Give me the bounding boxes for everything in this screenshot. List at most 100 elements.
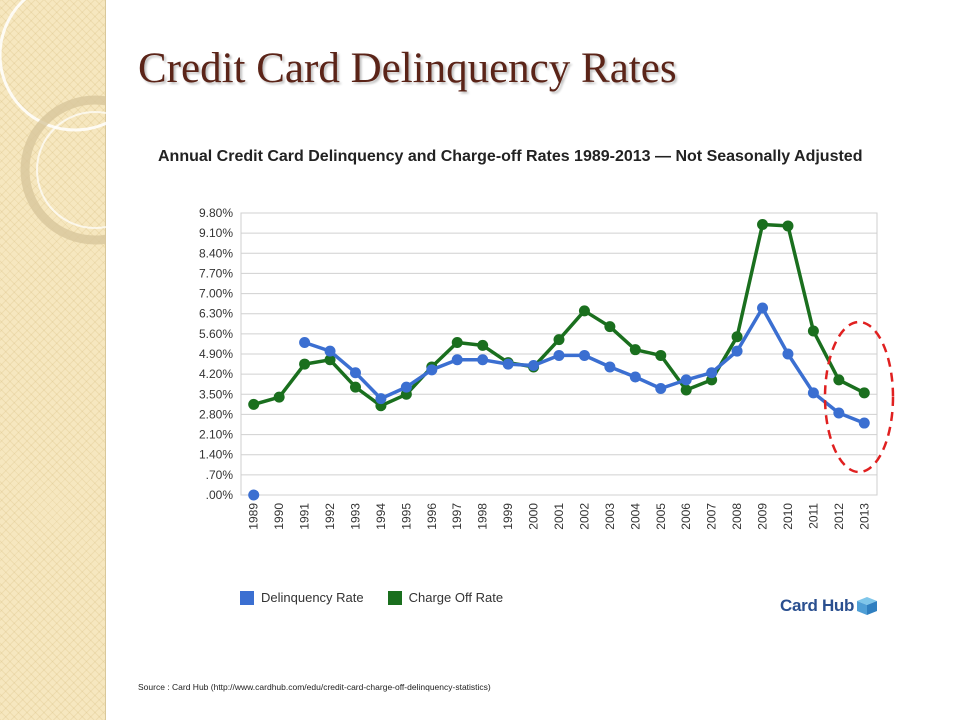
data-point-delinquency	[604, 361, 616, 373]
x-tick-label: 1999	[501, 503, 515, 530]
x-tick-label: 2011	[806, 503, 820, 529]
y-tick-label: 7.70%	[199, 266, 233, 280]
data-point-charge-off	[757, 219, 769, 231]
x-tick-label: 1994	[374, 503, 388, 530]
y-tick-label: 4.20%	[199, 367, 233, 381]
data-point-delinquency	[706, 367, 718, 379]
data-point-charge-off	[324, 354, 336, 366]
data-point-delinquency	[807, 387, 819, 399]
data-point-charge-off	[553, 334, 565, 346]
card-hub-logo: Card Hub	[780, 596, 878, 616]
x-tick-label: 1993	[348, 503, 362, 530]
y-tick-label: .00%	[206, 488, 234, 502]
data-point-delinquency	[629, 371, 641, 383]
y-tick-label: 9.80%	[199, 206, 233, 220]
x-tick-label: 2013	[857, 503, 871, 530]
x-tick-label: 1995	[399, 503, 413, 530]
data-point-delinquency	[375, 393, 387, 405]
x-tick-label: 2003	[603, 503, 617, 530]
data-point-delinquency	[655, 383, 667, 395]
x-tick-label: 2004	[628, 503, 642, 530]
data-point-delinquency	[757, 302, 769, 314]
data-point-delinquency	[451, 354, 463, 366]
chart-legend: Delinquency Rate Charge Off Rate	[240, 590, 527, 605]
data-point-charge-off	[477, 339, 489, 351]
x-tick-label: 2001	[552, 503, 566, 530]
data-point-delinquency	[400, 381, 412, 393]
data-point-charge-off	[807, 325, 819, 337]
data-point-delinquency	[477, 354, 489, 366]
x-tick-label: 2005	[654, 503, 668, 530]
data-point-delinquency	[324, 345, 336, 357]
slide-title: Credit Card Delinquency Rates	[138, 45, 677, 92]
highlight-ellipse	[823, 320, 895, 474]
legend-swatch-delinquency	[240, 590, 254, 605]
data-point-delinquency	[833, 407, 845, 419]
data-point-delinquency	[426, 364, 438, 376]
data-point-delinquency	[299, 336, 311, 348]
legend-item-charge-off: Charge Off Rate	[387, 590, 504, 605]
x-tick-label: 1990	[272, 503, 286, 530]
x-tick-label: 1989	[247, 503, 261, 530]
y-tick-label: 2.10%	[199, 428, 233, 442]
y-tick-label: 8.40%	[199, 246, 233, 260]
x-tick-label: 1996	[425, 503, 439, 530]
data-point-delinquency	[502, 358, 514, 370]
data-point-charge-off	[349, 381, 361, 393]
decorative-side-band	[0, 0, 106, 720]
y-tick-label: 3.50%	[199, 387, 233, 401]
data-point-charge-off	[629, 344, 641, 356]
x-tick-label: 2006	[679, 503, 693, 530]
data-point-delinquency	[782, 348, 794, 360]
legend-label-delinquency: Delinquency Rate	[261, 590, 364, 605]
data-point-charge-off	[858, 387, 870, 399]
data-point-delinquency	[680, 374, 692, 386]
x-tick-label: 1991	[298, 503, 312, 530]
data-point-delinquency	[248, 489, 260, 501]
x-axis-ticks: 1989 1990 1991 1992 1993 1994 1995 1996 1997 1998…	[247, 503, 872, 530]
x-tick-label: 2007	[705, 503, 719, 530]
data-point-charge-off	[604, 321, 616, 333]
y-tick-label: 7.00%	[199, 287, 233, 301]
x-tick-label: 2010	[781, 503, 795, 530]
x-tick-label: 2009	[756, 503, 770, 530]
data-point-charge-off	[680, 384, 692, 396]
legend-swatch-charge-off	[387, 590, 402, 605]
legend-label-charge-off: Charge Off Rate	[408, 590, 504, 605]
data-point-delinquency	[528, 360, 540, 372]
data-point-delinquency	[553, 349, 565, 361]
logo-text: Card Hub	[780, 596, 855, 615]
data-point-charge-off	[578, 305, 590, 317]
series	[248, 219, 870, 501]
series-line-charge-off	[253, 222, 866, 408]
series-line-delinquency	[304, 306, 865, 425]
y-tick-label: 2.80%	[199, 407, 233, 421]
data-point-delinquency	[858, 417, 870, 429]
y-axis-ticks: .00% .70% 1.40% 2.10% 2.80% 3.50% 4.20% 4.90% 5.…	[199, 206, 233, 502]
data-point-charge-off	[273, 391, 285, 403]
y-tick-label: 1.40%	[199, 448, 233, 462]
x-tick-label: 2002	[577, 503, 591, 530]
y-tick-label: .70%	[206, 468, 234, 482]
cube-icon	[857, 597, 878, 615]
data-point-delinquency	[578, 349, 590, 361]
grid	[240, 212, 878, 496]
data-point-charge-off	[731, 331, 743, 343]
data-point-charge-off	[451, 336, 463, 348]
x-tick-label: 2012	[832, 503, 846, 530]
x-tick-label: 2000	[527, 503, 541, 530]
data-point-charge-off	[655, 349, 667, 361]
decorative-rings	[0, 0, 106, 245]
y-tick-label: 4.90%	[199, 347, 233, 361]
y-tick-label: 9.10%	[199, 226, 233, 240]
x-tick-label: 2008	[730, 503, 744, 530]
y-tick-label: 6.30%	[199, 307, 233, 321]
data-point-charge-off	[248, 398, 260, 410]
data-point-delinquency	[349, 367, 361, 379]
source-caption: Source : Card Hub (http://www.cardhub.co…	[138, 682, 491, 692]
x-tick-label: 1992	[323, 503, 337, 530]
data-point-delinquency	[731, 345, 743, 357]
legend-item-delinquency: Delinquency Rate	[240, 590, 364, 605]
x-tick-label: 1997	[450, 503, 464, 530]
